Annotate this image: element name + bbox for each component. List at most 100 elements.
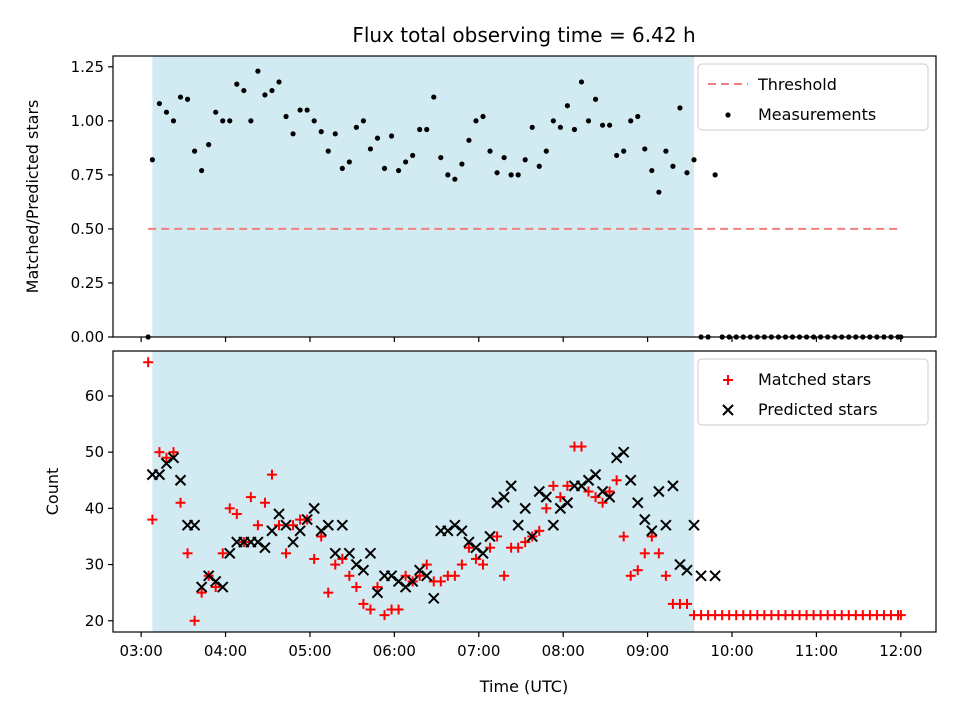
measurements-point <box>522 157 528 163</box>
predicted-stars-point <box>266 525 278 537</box>
predicted-stars-point <box>259 541 271 554</box>
predicted-stars-point <box>660 519 672 531</box>
predicted-stars-point <box>695 570 707 582</box>
predicted-stars-point <box>371 586 384 599</box>
matched-stars-point <box>168 447 179 458</box>
legend-swatch-measurements <box>725 112 731 118</box>
top-panel-ratio: 0.00 0.25 0.50 0.75 1.00 1.25 Matched/Predicte… <box>23 55 937 346</box>
measurements-point <box>360 118 367 124</box>
measurements-point <box>649 167 655 174</box>
matched-stars-point <box>196 587 207 598</box>
matched-stars-point <box>583 486 594 497</box>
measurements-point <box>564 103 571 109</box>
predicted-stars-point <box>160 457 173 470</box>
legend-label-matched-stars: Matched stars <box>758 370 871 389</box>
measurements-point <box>395 167 402 174</box>
predicted-stars-point <box>287 536 299 548</box>
matched-stars-point <box>379 610 390 621</box>
measurements-point <box>438 154 444 161</box>
matched-stars-point <box>323 587 334 598</box>
measurements-point <box>199 167 205 174</box>
measurements-point <box>614 152 620 159</box>
predicted-stars-point <box>406 575 419 588</box>
predicted-stars-point <box>421 570 433 582</box>
predicted-stars-point <box>582 474 595 486</box>
matched-stars-point <box>562 480 573 491</box>
measurements-point <box>487 148 493 154</box>
measurements-point <box>410 152 416 159</box>
measurements-point <box>374 135 381 141</box>
measurements-point <box>311 118 317 124</box>
matched-stars-point <box>281 548 292 559</box>
measurements-point <box>227 118 233 124</box>
measurements-point <box>550 118 556 124</box>
matched-stars-point <box>224 503 235 514</box>
y-tick-label: 1.25 <box>71 58 104 76</box>
matched-stars-point <box>463 542 474 553</box>
matched-stars-point <box>653 548 664 559</box>
measurements-point <box>536 163 542 169</box>
matched-stars-point <box>175 497 186 508</box>
matched-stars-point <box>147 514 158 525</box>
measurements-point <box>417 126 423 133</box>
matched-stars-point <box>259 497 270 508</box>
measurements-point <box>332 131 338 137</box>
predicted-stars-point <box>533 485 545 498</box>
predicted-stars-point <box>561 497 574 509</box>
matched-stars-point <box>639 548 650 559</box>
predicted-stars-point <box>224 547 236 560</box>
matched-stars-point <box>245 492 256 503</box>
predicted-stars-point <box>667 480 679 492</box>
predicted-stars-point <box>505 480 517 492</box>
matched-stars-point <box>597 497 608 508</box>
measurements-point <box>297 107 303 113</box>
predicted-stars-point <box>526 530 538 543</box>
predicted-stars-point <box>428 592 440 604</box>
measurements-point <box>304 107 310 113</box>
predicted-stars-point <box>456 525 468 537</box>
matched-stars-point <box>534 525 545 536</box>
legend-swatch-predicted-stars <box>722 404 734 416</box>
measurements-point <box>543 148 549 154</box>
y-tick-label: 0.75 <box>71 166 104 184</box>
predicted-stars-point <box>343 547 356 560</box>
matched-stars-point <box>217 548 228 559</box>
matched-stars-point <box>520 537 531 548</box>
matched-stars-point <box>470 553 481 564</box>
legend: Threshold Measurements <box>697 63 929 131</box>
matched-stars-point <box>309 553 320 564</box>
measurements-point <box>241 87 247 94</box>
measurements-point <box>255 68 261 74</box>
measurements-point <box>177 94 184 100</box>
matched-stars-point <box>895 610 906 621</box>
y-tick-label: 1.00 <box>71 112 104 130</box>
matched-stars-point <box>625 570 636 581</box>
matched-stars-point <box>330 559 341 570</box>
measurements-point <box>628 118 634 124</box>
measurements-point <box>170 118 177 124</box>
predicted-stars-point <box>646 525 658 537</box>
x-tick-label: 12:00 <box>879 642 922 660</box>
measurements-point <box>156 100 163 107</box>
predicted-stars-point <box>329 547 341 560</box>
matched-stars-point <box>590 492 601 503</box>
measurements-point <box>149 157 155 163</box>
matched-stars-point <box>231 508 242 519</box>
measurements-point <box>276 79 282 85</box>
y-axis-label: Matched/Predicted stars <box>23 100 42 294</box>
matched-stars-point <box>660 570 671 581</box>
measurements-point <box>163 109 170 115</box>
measurements-point <box>318 129 324 135</box>
x-tick-label: 10:00 <box>710 642 753 660</box>
matched-stars-point <box>266 469 277 480</box>
measurements-point <box>677 105 683 111</box>
predicted-stars-point <box>273 508 285 520</box>
matched-stars-point <box>632 565 643 576</box>
matched-stars-point <box>316 531 327 542</box>
y-tick-label: 0.00 <box>71 328 104 346</box>
measurements-point <box>585 118 592 124</box>
x-tick-label: 11:00 <box>795 642 838 660</box>
measurements-point <box>459 161 465 167</box>
matched-stars-point <box>182 548 193 559</box>
